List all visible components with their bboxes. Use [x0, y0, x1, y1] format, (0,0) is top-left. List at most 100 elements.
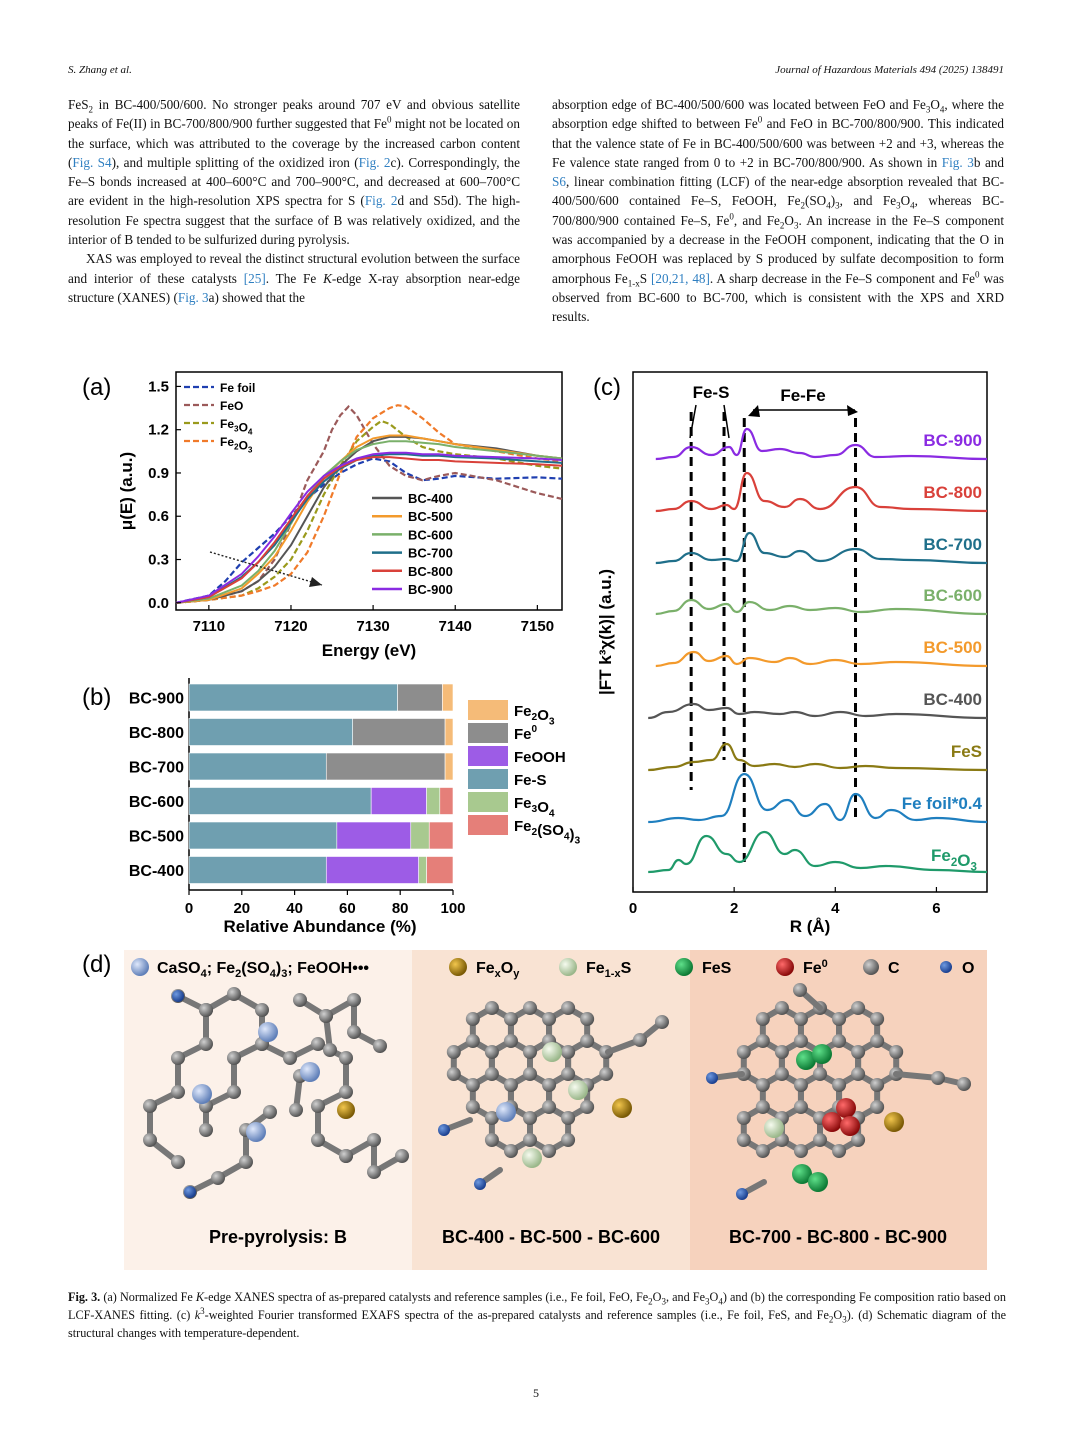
- carbon-atom: [263, 1105, 277, 1119]
- legend-swatch: [468, 700, 508, 720]
- carbon-atom: [561, 1111, 576, 1125]
- figure-link[interactable]: Fig. 3: [177, 289, 209, 305]
- carbon-atom: [755, 1078, 770, 1092]
- carbon-atom: [311, 1037, 325, 1051]
- carbon-atom: [373, 1039, 387, 1053]
- reference-link[interactable]: [25]: [243, 270, 266, 286]
- carbon-atom: [227, 987, 241, 1001]
- legend-label: FeO: [220, 399, 243, 413]
- fes-ball-icon: [675, 958, 693, 976]
- sulfate-ball: [192, 1084, 212, 1104]
- paragraph: XAS was employed to reveal the distinct …: [68, 251, 520, 305]
- carbon-atom: [870, 1012, 885, 1026]
- carbon-atom: [465, 1078, 480, 1092]
- y-tick-label: 1.2: [148, 422, 169, 439]
- series-line-bc-500: [175, 434, 563, 604]
- series-label: Fe foil*0.4: [902, 794, 983, 813]
- carbon-atom: [957, 1077, 971, 1091]
- series-label: FeS: [951, 742, 982, 761]
- carbon-atom: [255, 1003, 269, 1017]
- carbon-atom: [755, 1100, 770, 1114]
- fexoy-ball: [337, 1101, 355, 1119]
- fe-fe-arrowhead: [847, 405, 858, 416]
- bar-segment: [439, 787, 454, 815]
- carbon-atom: [199, 1003, 213, 1017]
- category-label: BC-500: [129, 829, 184, 846]
- series-line-bc-800: [655, 471, 988, 513]
- carbon-atom: [580, 1012, 595, 1026]
- carbon-atom: [367, 1165, 381, 1179]
- legend-swatch: [468, 792, 508, 812]
- category-label: BC-600: [129, 794, 184, 811]
- carbon-atom: [813, 1133, 827, 1147]
- figure-link[interactable]: Fig. S4: [72, 154, 112, 170]
- carbon-atom: [870, 1100, 885, 1114]
- carbon-atom: [199, 1123, 213, 1137]
- figure-link[interactable]: S6: [552, 174, 566, 190]
- series-label: BC-700: [923, 535, 982, 554]
- y-tick-label: 0.3: [148, 552, 169, 569]
- carbon-atom: [311, 1133, 325, 1147]
- figure-link[interactable]: Fig. 2: [358, 154, 391, 170]
- series-line-fe3o4: [175, 419, 563, 604]
- carbon-atom: [736, 1111, 751, 1125]
- series-line-fe2o3: [175, 404, 563, 604]
- legend-fes: FeS: [702, 960, 732, 977]
- figure-link[interactable]: Fig. 3: [941, 154, 974, 170]
- series-line-bc-900: [175, 451, 563, 604]
- panel-a-xlabel: Energy (eV): [322, 641, 416, 660]
- carbon-atom: [793, 983, 807, 997]
- y-tick-label: 0.9: [148, 465, 169, 482]
- paragraph: absorption edge of BC-400/500/600 was lo…: [552, 97, 1005, 325]
- reference-link[interactable]: [20,21, 48]: [651, 270, 710, 286]
- legend-caso4: CaSO4; Fe2(SO4)3; FeOOH•••: [157, 960, 369, 980]
- carbon-atom: [832, 1034, 847, 1048]
- y-tick-label: 0.6: [148, 508, 169, 525]
- carbon-atom: [484, 1133, 499, 1147]
- legend-swatch: [468, 815, 508, 835]
- bond: [893, 1071, 941, 1081]
- y-tick-label: 1.5: [148, 378, 169, 395]
- legend-c: C: [888, 960, 900, 977]
- bar-segment: [188, 787, 372, 815]
- carbon-atom: [283, 1051, 297, 1065]
- fexoy-ball-icon: [449, 958, 467, 976]
- carbon-atom: [347, 1025, 361, 1039]
- legend-label: Fe0: [514, 724, 538, 743]
- legend-fe0: Fe0: [803, 958, 828, 977]
- carbon-atom: [655, 1015, 669, 1029]
- carbon-atom: [503, 1012, 518, 1026]
- x-tick-label: 40: [286, 900, 303, 917]
- carbon-atom: [793, 1034, 808, 1048]
- carbon-atom: [446, 1045, 461, 1059]
- series-line-bc-700: [175, 453, 563, 604]
- series-label: BC-500: [923, 638, 982, 657]
- fes-ball: [792, 1164, 812, 1184]
- legend-o: O: [962, 960, 974, 977]
- bar-segment: [418, 856, 427, 884]
- series-line-fe-foil-0-4: [648, 772, 988, 824]
- carbon-atom: [484, 1001, 499, 1015]
- panel-a-sample-legend: BC-400 BC-500 BC-600 BC-700 BC-800 BC-900: [372, 491, 453, 597]
- carbon-atom: [395, 1149, 409, 1163]
- legend-label: Fe2(SO4)3: [514, 818, 581, 847]
- fe-s-arrow: [689, 404, 697, 439]
- left-column: FeS2 in BC-400/500/600. No stronger peak…: [68, 95, 520, 307]
- carbon-atom: [465, 1012, 480, 1026]
- carbon-atom: [580, 1034, 595, 1048]
- legend-label: BC-900: [408, 582, 453, 597]
- carbon-atom: [319, 1009, 333, 1023]
- legend-swatch: [468, 746, 508, 766]
- figure-3: (a) 7110 7120 7130 7140 7150 0.0 0.3 0.6 0.9 1.2…: [82, 371, 988, 1270]
- fe0-ball-icon: [776, 958, 794, 976]
- x-tick-label: 60: [339, 900, 356, 917]
- figure-caption: Fig. 3. (a) Normalized Fe K-edge XANES s…: [68, 1290, 1006, 1340]
- carbon-atom: [755, 1144, 770, 1158]
- x-tick-label: 7130: [356, 618, 389, 635]
- carbon-atom: [465, 1034, 480, 1048]
- legend-label: Fe-S: [514, 772, 547, 789]
- figure-link[interactable]: Fig. 2: [364, 193, 398, 209]
- panel-label-b: (b): [82, 684, 111, 711]
- bar-segment: [325, 752, 446, 781]
